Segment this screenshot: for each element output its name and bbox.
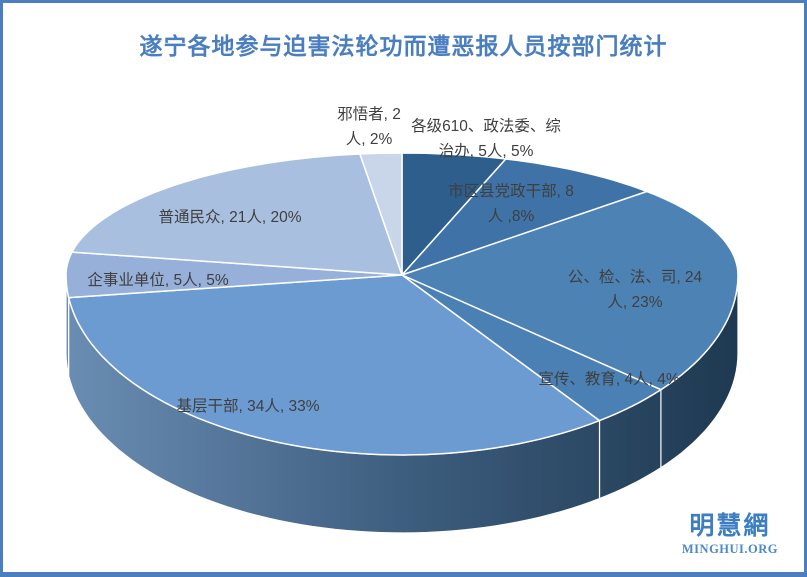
minghui-logo-en-text: MINGHUI.ORG: [681, 541, 778, 556]
pie-side-walls: [65, 274, 739, 534]
pie-chart-3d: [65, 152, 739, 534]
pie-slice: [401, 190, 739, 391]
pie-top-faces: [65, 152, 739, 456]
pie-slice: [65, 251, 403, 299]
minghui-logo: 明慧網 MINGHUI.ORG: [681, 511, 778, 556]
pie-slice: [401, 152, 507, 276]
pie-slice: [67, 274, 601, 456]
chart-title: 遂宁各地参与迫害法轮功而遭恶报人员按部门统计: [139, 33, 668, 59]
pie-slice: [359, 152, 403, 276]
pie-slice: [401, 158, 648, 276]
minghui-logo-cn-text: 明慧網: [689, 511, 771, 540]
pie-slice: [401, 274, 662, 422]
pie-slice: [71, 153, 403, 276]
